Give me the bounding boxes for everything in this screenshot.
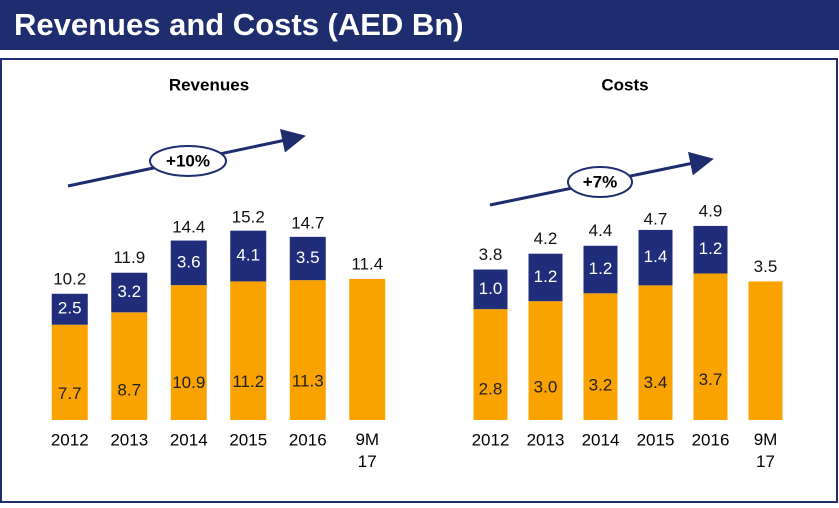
bar-segment — [51, 293, 88, 325]
value-label: 1.2 — [589, 259, 613, 278]
bar-segment — [638, 229, 673, 286]
value-label: 1.2 — [699, 239, 723, 258]
total-label: 11.4 — [351, 254, 383, 273]
value-label: 3.2 — [117, 282, 141, 301]
value-label: 3.6 — [177, 252, 201, 271]
slide-title: Revenues and Costs (AED Bn) — [14, 7, 464, 42]
value-label: 1.0 — [479, 279, 503, 298]
bar-segment — [528, 301, 563, 420]
value-label: 11.2 — [232, 372, 264, 391]
bar-segment — [170, 240, 207, 286]
bar-segment — [638, 285, 673, 420]
total-label: 3.5 — [754, 257, 778, 276]
total-label: 11.9 — [113, 248, 145, 267]
value-label: 3.2 — [589, 375, 613, 394]
x-tick-label: 2012 — [472, 430, 510, 449]
value-label: 1.4 — [644, 247, 668, 266]
x-tick-label: 2014 — [170, 430, 208, 449]
bar-segment — [289, 236, 326, 281]
bar-segment — [170, 285, 207, 420]
value-label: 2.5 — [58, 299, 82, 318]
bar-segment — [473, 269, 508, 310]
total-label: 15.2 — [232, 207, 265, 226]
bar-segment — [748, 281, 783, 420]
bar-segment — [51, 324, 88, 420]
total-label: 3.8 — [479, 245, 503, 264]
bar-segment — [693, 273, 728, 420]
value-label: 2.8 — [479, 380, 503, 399]
total-label: 14.7 — [291, 214, 324, 233]
value-label: 4.1 — [236, 246, 260, 265]
bar-segment — [230, 281, 267, 420]
x-tick-label: 2016 — [692, 430, 730, 449]
frame — [0, 58, 838, 503]
bar-segment — [230, 230, 267, 282]
total-label: 4.2 — [534, 229, 558, 248]
bar-segment — [528, 253, 563, 302]
total-label: 4.9 — [699, 201, 723, 220]
value-label: 8.7 — [117, 380, 141, 399]
bar-segment — [693, 225, 728, 274]
growth-badge — [149, 145, 227, 177]
x-tick-label: 2016 — [289, 430, 327, 449]
total-label: 4.7 — [644, 209, 668, 228]
x-tick-label: 2013 — [110, 430, 148, 449]
x-tick-label: 2015 — [637, 430, 675, 449]
bar-segment — [583, 245, 618, 294]
bar-segment — [111, 272, 148, 313]
bar-segment — [289, 280, 326, 420]
value-label: 3.4 — [644, 373, 668, 392]
x-tick-label-line: 9M — [754, 430, 778, 449]
bar-segment — [349, 278, 386, 420]
x-tick-label: 2014 — [582, 430, 620, 449]
x-tick-label-line: 17 — [756, 452, 775, 471]
total-label: 14.4 — [172, 217, 205, 236]
value-label: 10.9 — [172, 373, 205, 392]
header-band — [0, 0, 839, 50]
total-label: 10.2 — [53, 269, 86, 288]
x-tick-label: 2015 — [229, 430, 267, 449]
total-label: 4.4 — [589, 221, 613, 240]
bar-segment — [583, 293, 618, 420]
growth-label: +10% — [166, 151, 210, 170]
value-label: 3.5 — [296, 248, 320, 267]
chart-title: Revenues — [169, 75, 249, 94]
value-label: 1.2 — [534, 267, 558, 286]
value-label: 3.7 — [699, 370, 723, 389]
growth-label: +7% — [583, 172, 618, 191]
x-tick-label: 2012 — [51, 430, 89, 449]
value-label: 3.0 — [534, 377, 558, 396]
x-tick-label: 9M 17 — [355, 430, 379, 471]
x-tick-label-line: 17 — [358, 452, 377, 471]
value-label: 11.3 — [292, 372, 324, 391]
x-tick-label: 2013 — [527, 430, 565, 449]
value-label: 7.7 — [58, 384, 82, 403]
x-tick-label-line: 9M — [355, 430, 379, 449]
growth-badge — [567, 166, 633, 198]
bar-segment — [111, 312, 148, 420]
x-tick-label: 9M 17 — [754, 430, 778, 471]
bar-segment — [473, 309, 508, 420]
chart-title: Costs — [601, 75, 648, 94]
